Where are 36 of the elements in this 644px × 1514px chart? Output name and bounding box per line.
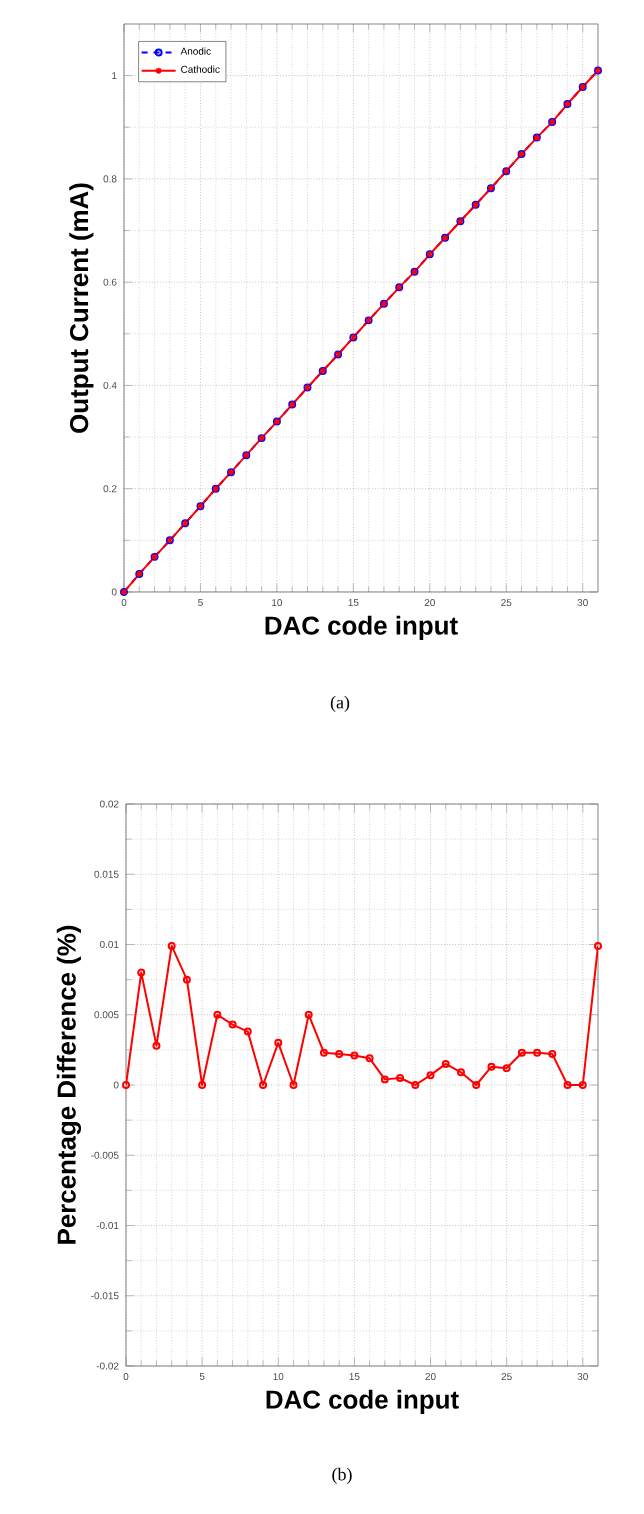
text: (a) <box>330 695 350 713</box>
point <box>228 1020 237 1029</box>
point <box>182 975 191 984</box>
point <box>502 1064 511 1073</box>
point <box>167 941 176 950</box>
point <box>548 1050 557 1059</box>
point <box>456 1068 465 1077</box>
point <box>213 1010 222 1019</box>
point <box>289 1081 298 1089</box>
point <box>335 1050 344 1059</box>
point <box>198 1081 207 1089</box>
point <box>578 1081 587 1089</box>
point <box>259 1081 268 1089</box>
point <box>365 1054 374 1063</box>
point <box>472 1081 481 1089</box>
point <box>396 1073 405 1082</box>
y-axis-title: Percentage Difference (%) <box>56 925 82 1244</box>
text: (b) <box>332 1467 352 1485</box>
point <box>411 1081 420 1089</box>
point <box>243 1027 252 1036</box>
point <box>380 1075 389 1084</box>
x-axis-title: DAC code input <box>266 1389 459 1414</box>
point <box>517 1048 526 1057</box>
point <box>533 1048 542 1057</box>
point <box>137 968 146 977</box>
point <box>350 1051 359 1060</box>
point <box>563 1081 572 1089</box>
point <box>274 1038 283 1047</box>
point <box>152 1041 161 1050</box>
point <box>441 1059 450 1068</box>
y-axis-title: Output Current (mA) <box>69 183 94 433</box>
x-axis-title: DAC code input <box>265 615 458 640</box>
point <box>487 1062 496 1071</box>
point <box>304 1010 313 1019</box>
point <box>319 1048 328 1057</box>
point <box>426 1071 435 1080</box>
